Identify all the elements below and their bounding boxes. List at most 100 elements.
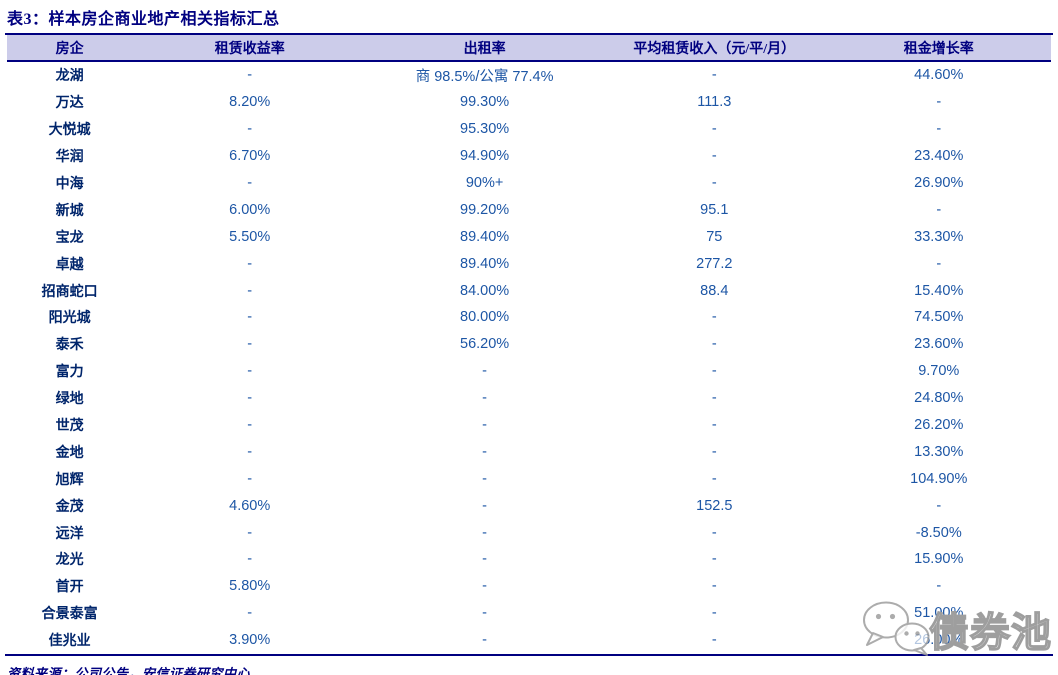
table-row: 招商蛇口 - 84.00% 88.4 15.40% xyxy=(7,277,1051,304)
value-cell: 9.70% xyxy=(918,363,960,380)
value-cell: 99.30% xyxy=(460,94,510,111)
company-cell: 远洋 xyxy=(55,526,84,542)
value-cell: - xyxy=(711,67,717,84)
table-row: 远洋 - - - -8.50% xyxy=(7,519,1051,546)
value-cell: - xyxy=(936,201,942,218)
value-cell: 44.60% xyxy=(914,67,964,84)
value-cell: - xyxy=(711,363,717,380)
table-row: 旭辉 - - - 104.90% xyxy=(7,465,1051,492)
value-cell: 26.20% xyxy=(914,417,964,434)
value-cell: - xyxy=(711,632,717,649)
table-row: 中海 - 90%+ - 26.90% xyxy=(7,170,1051,197)
value-cell: 15.40% xyxy=(914,282,964,299)
table-row: 泰禾 - 56.20% - 23.60% xyxy=(7,331,1051,358)
value-cell: 75 xyxy=(706,228,723,245)
company-cell: 龙湖 xyxy=(55,69,84,85)
value-cell: 277.2 xyxy=(696,255,733,272)
value-cell: - xyxy=(247,605,253,622)
value-cell: - xyxy=(711,309,717,326)
value-cell: 商 98.5%/公寓 77.4% xyxy=(415,68,554,85)
table-row: 富力 - - - 9.70% xyxy=(7,358,1051,385)
value-cell: 94.90% xyxy=(460,148,510,165)
table-row: 金茂 4.60% - 152.5 - xyxy=(7,492,1051,519)
value-cell: - xyxy=(482,551,488,568)
company-cell: 绿地 xyxy=(55,392,84,408)
value-cell: - xyxy=(711,175,717,191)
company-cell: 中海 xyxy=(55,177,84,192)
value-cell: - xyxy=(247,443,253,460)
table-header: 房企 租赁收益率 出租率 平均租赁收入（元/平/月） 租金增长率 xyxy=(7,35,1051,62)
value-cell: 23.60% xyxy=(914,336,964,353)
value-cell: 6.00% xyxy=(229,201,271,218)
value-cell: - xyxy=(711,390,717,407)
value-cell: - xyxy=(247,524,253,541)
value-cell: - xyxy=(482,578,488,595)
value-cell: - xyxy=(936,255,942,272)
column-header-company: 房企 xyxy=(7,35,133,62)
column-header-rent-growth: 租金增长率 xyxy=(826,35,1051,62)
value-cell: 26.90% xyxy=(914,175,964,191)
value-cell: - xyxy=(482,390,488,407)
value-cell: 8.20% xyxy=(229,94,271,111)
table-row: 首开 5.80% - - - xyxy=(7,573,1051,600)
value-cell: - xyxy=(247,470,253,487)
value-cell: 24.80% xyxy=(914,390,964,407)
value-cell: - xyxy=(482,417,488,434)
value-cell: - xyxy=(247,175,253,191)
value-cell: - xyxy=(711,417,717,434)
table-row: 宝龙 5.50% 89.40% 75 33.30% xyxy=(7,223,1051,250)
value-cell: - xyxy=(247,121,253,138)
value-cell: - xyxy=(247,363,253,380)
value-cell: 88.4 xyxy=(700,282,729,299)
value-cell: - xyxy=(247,67,253,84)
value-cell: - xyxy=(711,551,717,568)
table-row: 大悦城 - 95.30% - - xyxy=(7,116,1051,143)
value-cell: 26.00% xyxy=(914,632,964,649)
column-header-avg-rent: 平均租赁收入（元/平/月） xyxy=(602,35,827,62)
value-cell: - xyxy=(482,363,488,380)
company-cell: 新城 xyxy=(55,203,84,219)
company-cell: 合景泰富 xyxy=(41,607,98,623)
value-cell: - xyxy=(711,148,717,165)
value-cell: - xyxy=(247,282,253,299)
company-cell: 首开 xyxy=(55,580,84,596)
company-cell: 佳兆业 xyxy=(48,634,91,650)
company-cell: 宝龙 xyxy=(55,230,84,246)
company-cell: 招商蛇口 xyxy=(41,284,98,300)
value-cell: 80.00% xyxy=(460,309,510,326)
value-cell: 51.00% xyxy=(914,605,964,622)
company-cell: 金茂 xyxy=(55,499,84,515)
value-cell: - xyxy=(247,390,253,407)
company-cell: 富力 xyxy=(55,365,84,381)
table-row: 万达 8.20% 99.30% 111.3 - xyxy=(7,89,1051,116)
company-cell: 金地 xyxy=(55,445,84,461)
company-cell: 泰禾 xyxy=(55,338,84,354)
table-bottom-divider xyxy=(5,653,1053,656)
table-row: 佳兆业 3.90% - - 26.00% xyxy=(7,627,1051,654)
value-cell: - xyxy=(247,336,253,353)
value-cell: - xyxy=(247,551,253,568)
value-cell: 95.1 xyxy=(700,201,729,218)
table-row: 合景泰富 - - - 51.00% xyxy=(7,600,1051,627)
value-cell: 33.30% xyxy=(914,228,964,245)
header-row: 房企 租赁收益率 出租率 平均租赁收入（元/平/月） 租金增长率 xyxy=(7,35,1051,62)
value-cell: 4.60% xyxy=(229,497,271,514)
value-cell: - xyxy=(247,309,253,326)
value-cell: - xyxy=(711,443,717,460)
value-cell: - xyxy=(247,255,253,272)
company-cell: 旭辉 xyxy=(55,472,84,488)
table-row: 龙湖 - 商 98.5%/公寓 77.4% - 44.60% xyxy=(7,61,1051,89)
company-cell: 阳光城 xyxy=(48,311,91,327)
value-cell: - xyxy=(711,470,717,487)
value-cell: - xyxy=(936,578,942,595)
value-cell: - xyxy=(482,632,488,649)
table-row: 绿地 - - - 24.80% xyxy=(7,385,1051,412)
value-cell: - xyxy=(482,470,488,487)
company-cell: 大悦城 xyxy=(48,123,91,139)
value-cell: 56.20% xyxy=(460,336,510,353)
value-cell: 15.90% xyxy=(914,551,964,568)
value-cell: 3.90% xyxy=(229,632,271,649)
value-cell: 104.90% xyxy=(910,470,968,487)
value-cell: 99.20% xyxy=(460,201,510,218)
